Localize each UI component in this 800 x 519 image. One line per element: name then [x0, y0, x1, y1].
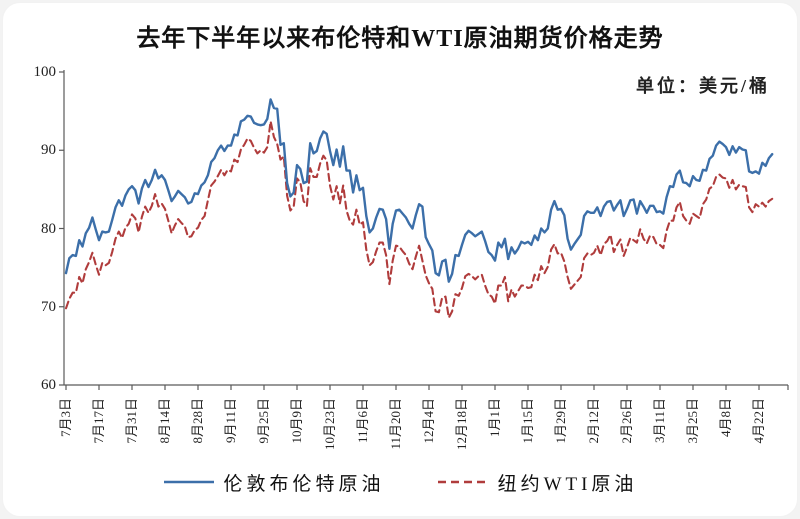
brent-price-line: [64, 98, 774, 283]
x-axis-label: 9月11日: [223, 398, 238, 444]
x-axis-label: 11月6日: [355, 398, 370, 444]
x-axis-label: 2月12日: [586, 398, 601, 444]
x-axis-label: 12月4日: [421, 398, 436, 444]
x-axis-label: 8月14日: [157, 398, 172, 444]
x-axis-label: 8月28日: [190, 398, 205, 444]
x-axis-label: 4月8日: [718, 398, 733, 438]
chart-title: 去年下半年以来布伦特和WTI原油期货价格走势: [136, 26, 664, 52]
x-axis-label: 4月22日: [751, 398, 766, 444]
x-axis-label: 3月11日: [652, 398, 667, 444]
x-axis-label: 1月1日: [487, 398, 502, 438]
y-axis-label: 60: [41, 377, 56, 393]
wti-price-line: [64, 120, 774, 319]
legend-item-wti: 纽约WTI原油: [437, 469, 638, 496]
x-axis-label: 7月3日: [58, 398, 73, 438]
y-axis-label: 80: [41, 220, 56, 237]
x-axis-label: 7月17日: [91, 398, 106, 444]
x-axis-label: 10月23日: [322, 398, 337, 451]
x-axis-label: 1月29日: [553, 398, 568, 444]
chart-legend: 伦敦布伦特原油 纽约WTI原油: [0, 468, 800, 496]
x-axis-label: 11月20日: [388, 398, 403, 450]
x-axis-label: 1月15日: [520, 398, 535, 444]
wti-line-sample-icon: [437, 480, 488, 484]
x-axis-label: 2月26日: [619, 398, 634, 444]
x-axis-label: 10月9日: [289, 398, 304, 444]
y-axis-label: 70: [41, 298, 56, 315]
y-axis-label: 90: [41, 142, 56, 159]
x-axis-label: 7月31日: [124, 398, 139, 444]
y-axis-label: 100: [33, 64, 57, 80]
x-axis-label: 12月18日: [454, 398, 469, 451]
legend-item-brent: 伦敦布伦特原油: [163, 469, 385, 496]
brent-line-sample-icon: [163, 480, 214, 484]
legend-label-wti: 纽约WTI原油: [497, 473, 638, 495]
legend-label-brent: 伦敦布伦特原油: [223, 473, 385, 495]
x-axis-label: 9月25日: [256, 398, 271, 444]
x-axis-label: 3月25日: [685, 398, 700, 444]
unit-label: 单位：美元/桶: [635, 76, 770, 96]
